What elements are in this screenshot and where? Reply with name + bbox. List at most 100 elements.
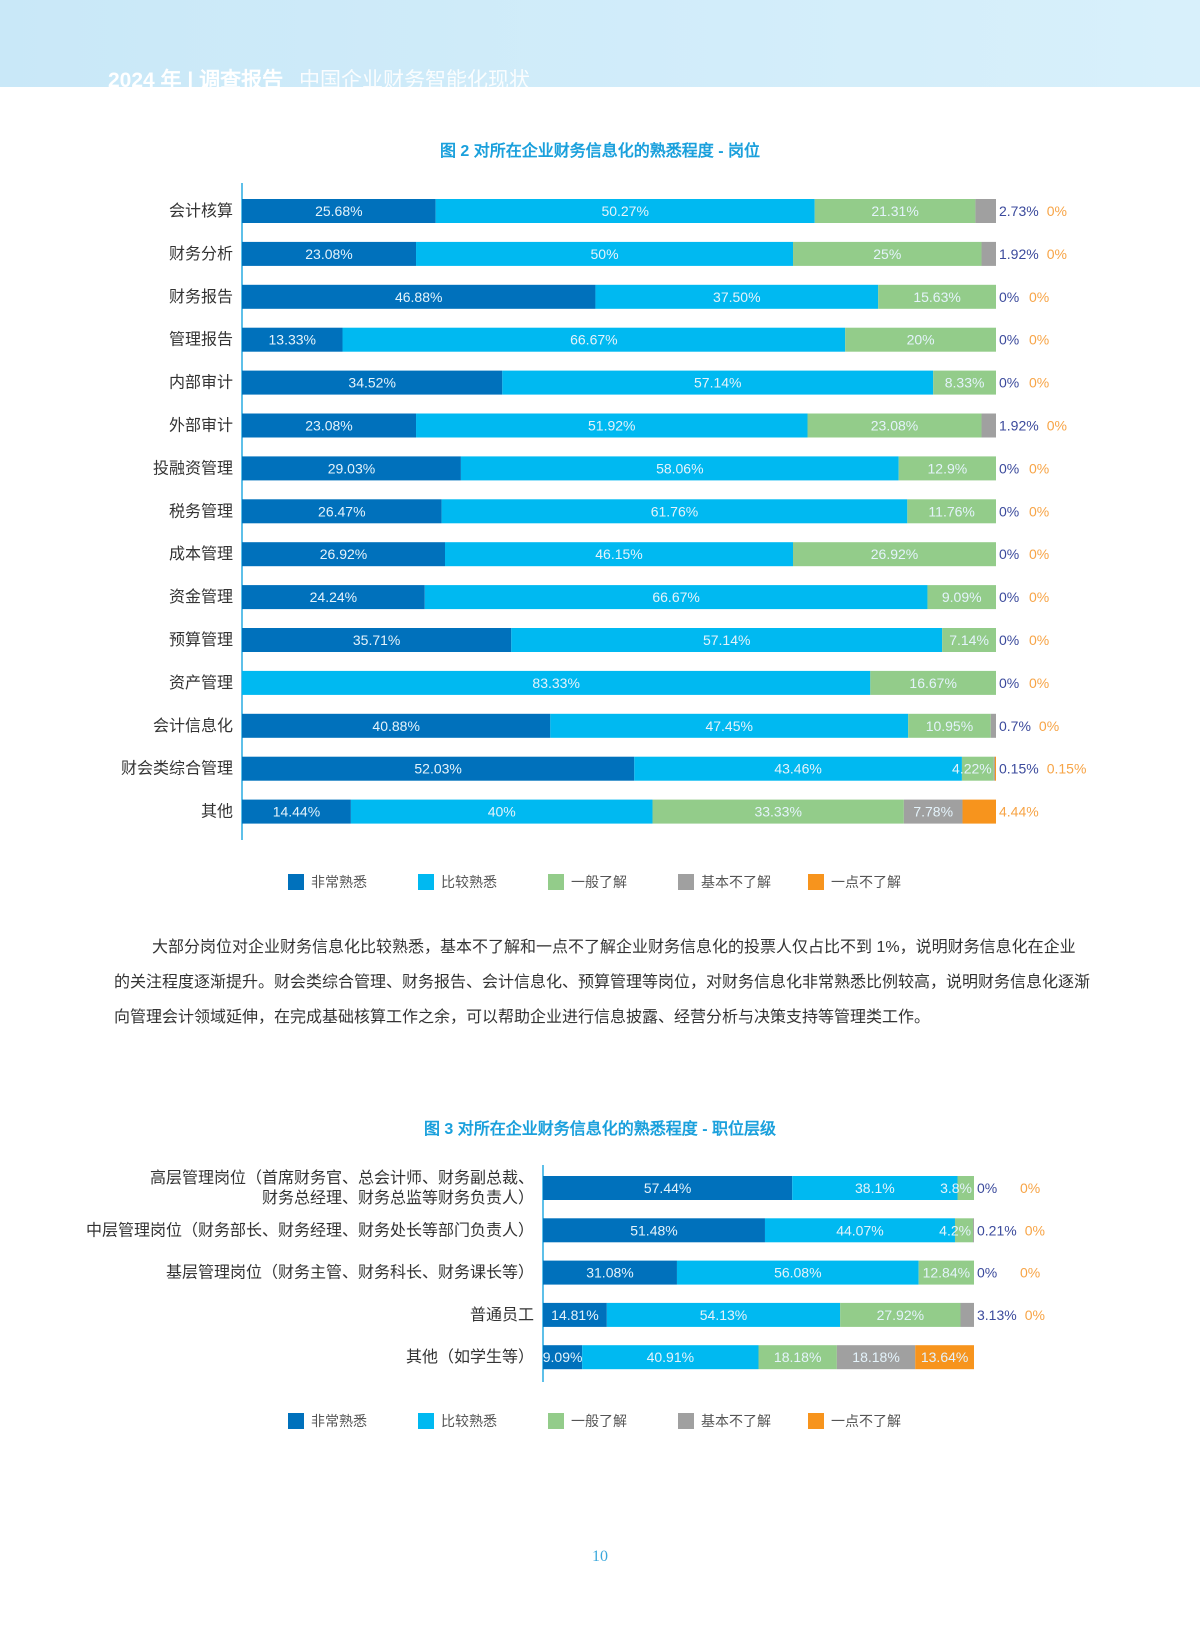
data-label: 8.33% (945, 375, 985, 391)
bar-segment-2 (435, 199, 815, 223)
bar-segment-3 (898, 456, 996, 481)
bar-segment-2 (342, 327, 846, 352)
category-label: 税务管理 (169, 502, 233, 520)
data-label: 0% (1029, 503, 1049, 519)
bar-segment-4 (973, 1218, 974, 1243)
data-label: 44.07% (836, 1222, 883, 1238)
bar-segment-3 (933, 370, 996, 395)
legend-swatch (808, 1413, 824, 1429)
data-label: 16.67% (909, 675, 956, 691)
legend-item: 非常熟悉 (288, 872, 418, 892)
bar-segment-1 (242, 542, 445, 567)
data-label: 0% (1029, 589, 1049, 605)
legend-label: 一般了解 (571, 1413, 627, 1429)
category-label: 管理报告 (169, 331, 233, 349)
bar-segment-3 (878, 284, 996, 309)
data-label: 4.44% (999, 804, 1039, 820)
bar-segment-1 (242, 713, 551, 738)
data-label: 0.7% (999, 718, 1031, 734)
data-label: 0% (1047, 203, 1067, 219)
bar-segment-1 (543, 1345, 583, 1370)
data-label: 0% (977, 1180, 997, 1196)
data-label: 26.47% (318, 503, 365, 519)
bar-segment-1 (242, 370, 503, 395)
data-label: 0% (1029, 332, 1049, 348)
legend-swatch (288, 874, 304, 890)
data-label: 21.31% (871, 203, 918, 219)
data-label: 66.67% (652, 589, 699, 605)
chart2-title: 图 3 对所在企业财务信息化的熟悉程度 - 职位层级 (423, 1121, 776, 1138)
category-label: 内部审计 (169, 374, 233, 392)
data-label: 3.13% (977, 1307, 1017, 1323)
bar-segment-1 (242, 241, 417, 266)
bar-segment-3 (840, 1302, 961, 1327)
data-label: 40% (488, 804, 516, 820)
data-label: 7.14% (949, 632, 989, 648)
data-label: 26.92% (320, 546, 367, 562)
category-label: 投融资管理 (153, 459, 233, 477)
legend-swatch (288, 1413, 304, 1429)
bar-segment-1 (242, 199, 436, 223)
bar-segment-1 (242, 585, 425, 610)
bar-segment-1 (242, 327, 343, 352)
bar-segment-1 (242, 799, 351, 824)
bar-segment-5 (994, 756, 996, 781)
bar-segment-4 (990, 713, 996, 738)
header-separator: | (187, 69, 194, 92)
data-label: 13.33% (269, 332, 316, 348)
chart2: 高层管理岗位（首席财务官、总会计师、财务副总裁、财务总经理、财务总监等财务负责人… (86, 1165, 1045, 1382)
bar-segment-4 (903, 799, 963, 824)
data-label: 46.15% (595, 546, 642, 562)
data-label: 13.64% (921, 1349, 968, 1365)
data-label: 38.1% (855, 1180, 895, 1196)
data-label: 18.18% (774, 1349, 821, 1365)
category-label: 其他（如学生等） (406, 1348, 534, 1366)
data-label: 0% (999, 632, 1019, 648)
data-label: 0% (1025, 1222, 1045, 1238)
data-label: 0% (999, 589, 1019, 605)
data-label: 0% (1029, 289, 1049, 305)
bar-segment-3 (870, 670, 996, 695)
data-label: 0% (1029, 375, 1049, 391)
category-label: 其他 (201, 803, 233, 821)
data-label: 31.08% (586, 1265, 633, 1281)
header-report: 调查报告 (199, 69, 284, 92)
bar-segment-2 (764, 1218, 955, 1243)
data-label: 25% (873, 246, 901, 262)
data-label: 0% (1020, 1180, 1040, 1196)
legend-swatch (418, 1413, 434, 1429)
data-label: 51.48% (630, 1222, 677, 1238)
page-header: 2024 年 | 调查报告 中国企业财务智能化现状 (0, 0, 1200, 92)
data-label: 29.03% (328, 460, 375, 476)
data-label: 0% (1029, 675, 1049, 691)
bar-segment-4 (960, 1302, 974, 1327)
category-label: 普通员工 (470, 1306, 534, 1324)
data-label: 12.9% (928, 460, 968, 476)
bar-segment-3 (908, 713, 991, 738)
data-label: 61.76% (651, 503, 698, 519)
data-label: 0% (999, 460, 1019, 476)
data-label: 23.08% (305, 246, 352, 262)
legend-swatch (808, 874, 824, 890)
data-label: 7.78% (913, 804, 953, 820)
data-label: 57.14% (694, 375, 741, 391)
legend-swatch (418, 874, 434, 890)
legend-label: 基本不了解 (701, 1413, 771, 1429)
bar-segment-3 (942, 628, 996, 652)
data-label: 23.08% (305, 418, 352, 434)
legend-label: 一点不了解 (831, 874, 901, 890)
legend-label: 一点不了解 (831, 1413, 901, 1429)
bar-segment-1 (242, 628, 512, 652)
data-label: 33.33% (754, 804, 801, 820)
bar-segment-2 (550, 713, 909, 738)
data-label: 2.73% (999, 203, 1039, 219)
bar-segment-2 (676, 1260, 919, 1285)
header-subtitle: 中国企业财务智能化现状 (298, 69, 530, 92)
data-label: 40.88% (372, 718, 419, 734)
data-label: 1.92% (999, 418, 1039, 434)
data-label: 20% (907, 332, 935, 348)
bar-segment-5 (962, 799, 996, 824)
bar-segment-3 (918, 1260, 974, 1285)
bar-segment-4 (981, 413, 996, 438)
category-label: 资金管理 (169, 588, 233, 606)
